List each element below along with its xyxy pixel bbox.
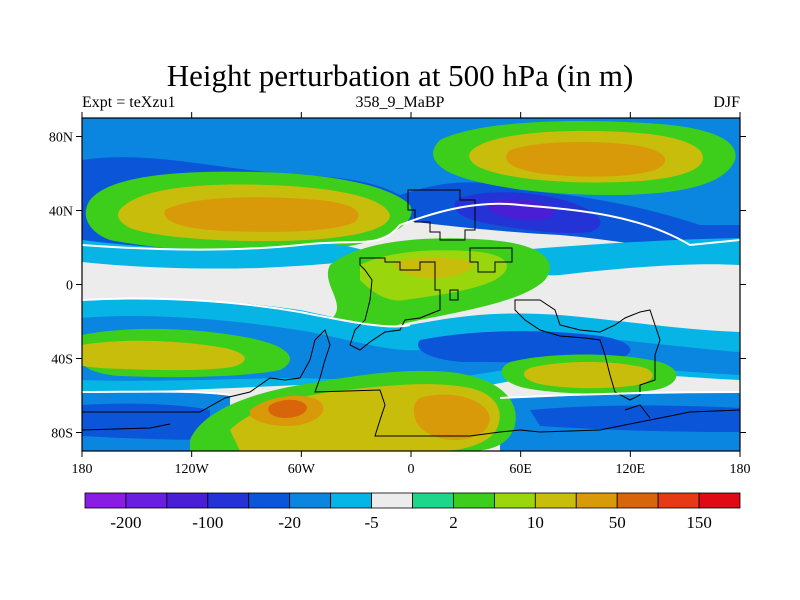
lat-tick-label: 40S: [51, 353, 73, 368]
colorbar-label: -100: [192, 513, 223, 532]
colorbar-label: 2: [449, 513, 458, 532]
colorbar-swatch: [698, 492, 741, 509]
lon-tick-label: 180: [730, 462, 751, 477]
longitude-axis: 180 120W 60W 0 60E 120E 180: [72, 112, 751, 477]
colorbar-label: 10: [527, 513, 544, 532]
contour-north-high-east-core: [506, 141, 666, 177]
colorbar-swatch: [493, 492, 536, 509]
colorbar-swatch: [166, 492, 209, 509]
experiment-label: Expt = teXzu1: [82, 94, 176, 111]
zero-contours: [82, 202, 740, 399]
latitude-axis: 80N 40N 0 40S 80S: [49, 131, 746, 442]
plot-title: Height perturbation at 500 hPa (in m): [166, 58, 634, 93]
colorbar-swatch: [248, 492, 291, 509]
season-label: DJF: [713, 94, 740, 111]
lat-tick-label: 0: [66, 279, 73, 294]
contour-north-high-west-core: [164, 197, 359, 232]
contour-antarctic-core: [82, 403, 740, 440]
colorbar-swatch: [616, 492, 659, 509]
contour-tropics-east-blue: [519, 238, 740, 276]
colorbar-swatch: [412, 492, 454, 509]
colorbar-label: -20: [278, 513, 301, 532]
coastlines: [82, 189, 740, 437]
colorbar-swatch: [84, 492, 127, 509]
colorbar-swatch: [453, 492, 495, 509]
contour-south-mid-deep: [418, 331, 631, 363]
colorbar-label: -5: [364, 513, 378, 532]
lat-tick-label: 40N: [49, 205, 73, 220]
lon-tick-label: 0: [408, 462, 415, 477]
contour-field: [82, 118, 740, 451]
colorbar-swatch: [575, 492, 618, 509]
lat-tick-label: 80N: [49, 131, 73, 146]
colorbar-swatch: [534, 492, 577, 509]
contour-south-high-west-inner: [82, 340, 245, 371]
colorbar: -200 -100 -20 -5 2 10 50 150: [84, 492, 741, 532]
colorbar-swatch: [330, 492, 372, 509]
colorbar-swatch: [289, 492, 332, 509]
colorbar-label: 150: [686, 513, 712, 532]
contour-south-high-west-max: [268, 399, 307, 418]
colorbar-swatch: [207, 492, 250, 509]
lat-tick-label: 80S: [51, 427, 73, 442]
period-label: 358_9_MaBP: [355, 94, 445, 111]
contour-south-high-atlantic-core: [413, 394, 490, 440]
lon-tick-label: 60E: [509, 462, 532, 477]
lon-tick-label: 180: [72, 462, 93, 477]
contour-tropics-north-blue: [82, 240, 380, 269]
colorbar-label: 50: [609, 513, 626, 532]
contour-south-high-spacific-inner: [524, 362, 653, 389]
colorbar-swatch: [125, 492, 168, 509]
lon-tick-label: 60W: [288, 462, 316, 477]
contour-tropics-positive-core: [394, 257, 473, 279]
colorbar-swatch: [657, 492, 700, 509]
lon-tick-label: 120W: [175, 462, 210, 477]
contour-antarctic-band: [82, 391, 740, 451]
colorbar-swatch: [371, 492, 413, 509]
lon-tick-label: 120E: [616, 462, 646, 477]
colorbar-label: -200: [110, 513, 141, 532]
